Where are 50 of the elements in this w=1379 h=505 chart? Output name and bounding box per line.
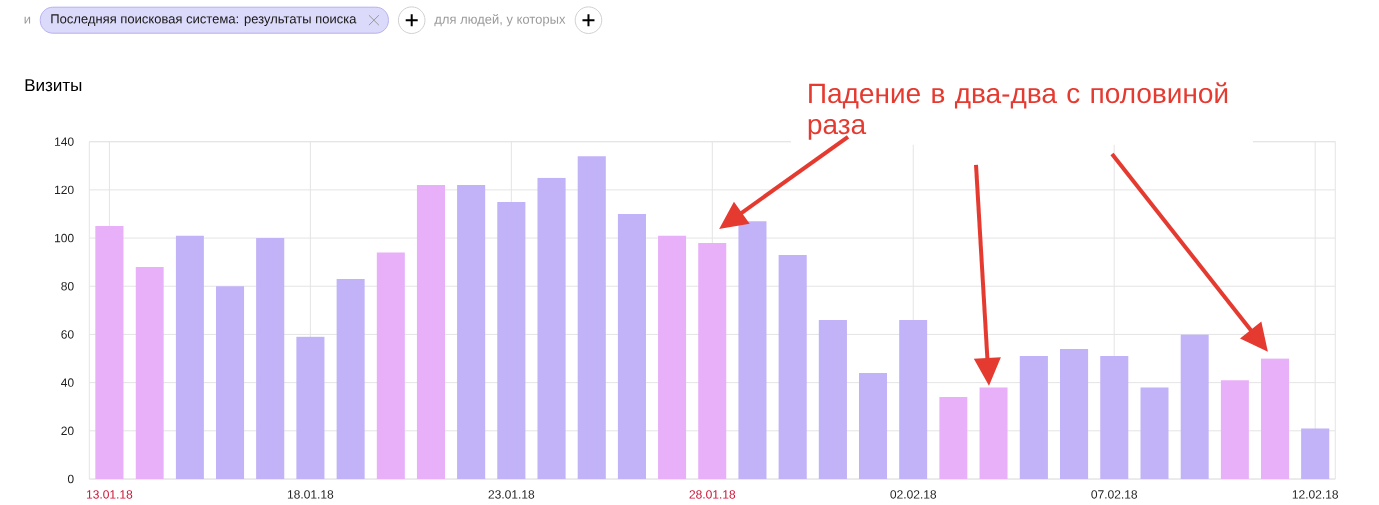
bar (256, 238, 285, 479)
bar (135, 266, 164, 479)
bar (1140, 387, 1169, 479)
x-tick-label: 23.01.18 (488, 490, 535, 499)
x-tick-label: 28.01.18 (689, 490, 736, 499)
bar (497, 201, 526, 479)
bar (1301, 428, 1330, 479)
x-tick-label: 07.02.18 (1091, 490, 1138, 499)
bar (698, 242, 727, 479)
y-tick-label: 80 (61, 282, 74, 291)
bar (376, 252, 405, 479)
y-tick-label: 120 (55, 185, 74, 195)
text: для людей, у которых (434, 14, 566, 27)
text: и (24, 16, 31, 24)
bar (1019, 356, 1048, 479)
y-tick-label: 60 (61, 330, 74, 339)
bar (537, 177, 566, 479)
bar (1260, 358, 1290, 479)
bar (457, 185, 486, 479)
bar (818, 319, 847, 479)
y-tick-label: 20 (61, 426, 74, 436)
bar (336, 279, 365, 479)
y-tick-label: 140 (55, 137, 74, 146)
bar (939, 397, 968, 479)
bar (215, 286, 245, 479)
y-tick-label: 40 (61, 378, 74, 387)
text: Падение в два-два с половиной раза (808, 82, 1228, 140)
bar (1100, 356, 1129, 479)
bar (577, 156, 606, 479)
bar (617, 213, 646, 479)
x-tick-label: 18.01.18 (287, 490, 334, 499)
bar (416, 185, 446, 479)
bar (658, 235, 687, 479)
bar (1220, 380, 1249, 479)
chart-title: Визиты (25, 79, 82, 92)
x-tick-label: 12.02.18 (1292, 490, 1339, 499)
y-tick-label: 0 (67, 474, 74, 484)
bar (778, 254, 807, 479)
bar (859, 372, 888, 479)
bar (175, 235, 204, 479)
bar (738, 221, 767, 479)
y-tick-label: 100 (55, 233, 74, 243)
bar (1059, 348, 1089, 479)
bar (296, 336, 325, 479)
x-tick-label: 13.01.18 (86, 490, 133, 499)
x-tick-label: 02.02.18 (890, 490, 937, 499)
bar (95, 226, 124, 479)
text: Последняя поисковая система: результаты поиска (51, 14, 357, 27)
bar (899, 319, 928, 479)
bar (1180, 334, 1209, 479)
